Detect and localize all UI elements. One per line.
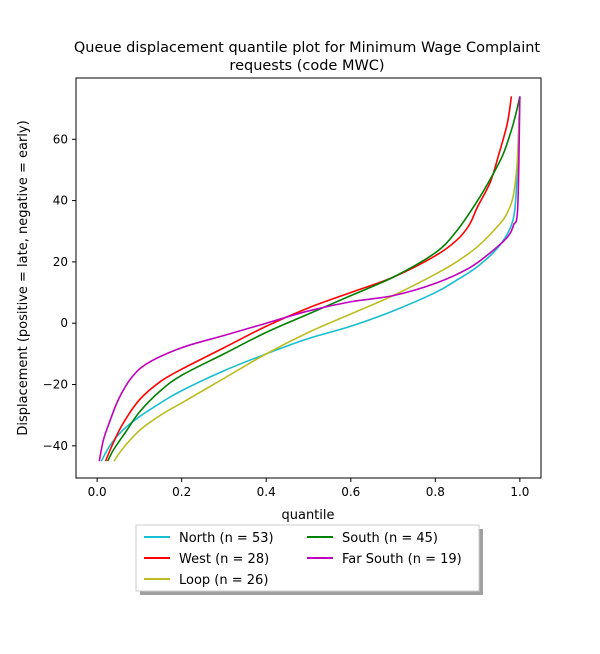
y-tick-label: 60 [53,132,68,146]
x-tick-label: 0.8 [426,485,445,499]
x-tick-label: 0.2 [172,485,191,499]
legend-label-4: Far South (n = 19) [342,552,462,567]
legend-items: North (n = 53) West (n = 28) Loop (n = 26)… [144,531,462,588]
y-axis-label: Displacement (positive = late, negative … [16,120,31,435]
series-line-1 [104,96,513,462]
legend-label-1: West (n = 28) [179,552,269,567]
chart-title-line-2: requests (code MWC) [229,58,384,74]
x-tick-label: 0.0 [88,485,107,499]
x-tick-label: 0.6 [341,485,360,499]
x-tick-label: 1.0 [510,485,529,499]
legend-label-3: South (n = 45) [342,531,438,546]
y-tick-label: 40 [53,194,68,208]
series-line-4 [98,96,521,462]
legend-label-0: North (n = 53) [179,531,274,546]
y-tick-label: −40 [43,439,68,453]
x-axis-label: quantile [281,508,334,523]
series-line-3 [106,96,521,462]
series-line-2 [113,96,521,462]
chart-title-line-1: Queue displacement quantile plot for Min… [74,40,541,56]
plot-frame [75,77,542,479]
y-axis-ticks: −40 −20 0 20 40 60 [43,132,76,453]
x-axis-ticks: 0.0 0.2 0.4 0.6 0.8 1.0 [88,478,529,499]
legend-label-2: Loop (n = 26) [179,573,268,588]
y-tick-label: −20 [43,378,68,392]
series-line-0 [100,96,521,462]
legend: North (n = 53) West (n = 28) Loop (n = 26)… [135,524,483,595]
x-tick-label: 0.4 [257,485,276,499]
series-layer [98,96,521,462]
y-tick-label: 20 [53,255,68,269]
y-tick-label: 0 [60,316,68,330]
